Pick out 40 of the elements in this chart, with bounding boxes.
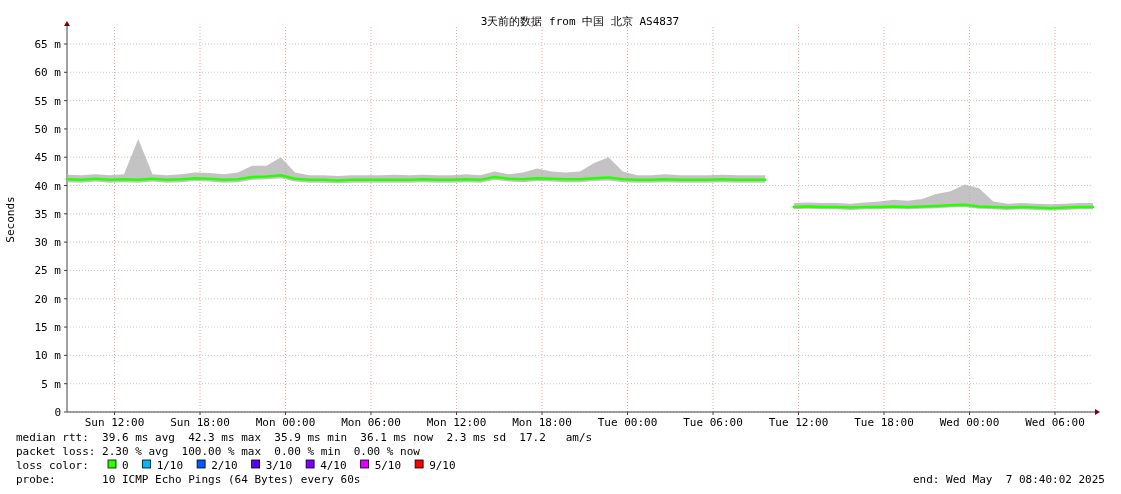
y-tick-label: 0 xyxy=(54,406,61,419)
y-tick-label: 35 m xyxy=(34,207,62,221)
y-tick-label: 15 m xyxy=(34,321,62,335)
y-tick-label: 45 m xyxy=(34,151,62,165)
x-tick-label: Wed 06:00 xyxy=(1025,416,1085,429)
x-tick-label: Sun 12:00 xyxy=(84,416,145,429)
y-tick-label: 55 m xyxy=(34,94,62,108)
legend-title: loss color: xyxy=(16,459,89,472)
x-tick-label: Mon 12:00 xyxy=(426,416,487,429)
chart-title: 3天前的数据 from 中国 北京 AS4837 xyxy=(480,15,680,28)
x-tick-label: Mon 06:00 xyxy=(341,416,401,429)
y-axis-title: Seconds xyxy=(4,196,17,243)
legend-label: 1/10 xyxy=(156,459,184,472)
y-tick-label: 40 m xyxy=(34,179,62,193)
y-tick-label: 60 m xyxy=(34,66,62,80)
y-tick-label: 25 m xyxy=(34,264,62,278)
x-tick-label: Mon 18:00 xyxy=(512,416,572,429)
x-tick-label: Tue 00:00 xyxy=(597,416,658,429)
y-tick-label: 5 m xyxy=(41,377,62,391)
x-tick-label: Tue 12:00 xyxy=(768,416,829,429)
legend-label: 9/10 xyxy=(429,459,456,472)
x-tick-label: Sun 18:00 xyxy=(170,416,230,429)
text: median rtt: 39.6 ms avg 42.3 ms max 35.9 ms min 36.1 ms now 2.3 ms sd 17.2 am/s xyxy=(16,431,593,444)
legend-label: 2/10 xyxy=(211,459,238,472)
x-tick-label: Wed 00:00 xyxy=(939,416,1000,429)
legend-label: 4/10 xyxy=(320,459,347,472)
legend-label: 0 xyxy=(122,459,129,472)
x-tick-label: Mon 00:00 xyxy=(255,416,316,429)
text: end: Wed May 7 08:40:02 2025 xyxy=(912,473,1105,486)
text: packet loss: 2.30 % avg 100.00 % max 0.00 % min 0.00 % now xyxy=(16,445,421,458)
text: probe: 10 ICMP Echo Pings (64 Bytes) every 60s xyxy=(16,473,361,486)
y-tick-label: 10 m xyxy=(34,349,62,363)
legend-label: 5/10 xyxy=(374,459,402,472)
y-tick-label: 20 m xyxy=(34,292,62,306)
y-tick-label: 65 m xyxy=(34,37,62,51)
x-tick-label: Tue 18:00 xyxy=(854,416,914,429)
y-tick-label: 30 m xyxy=(34,236,62,250)
x-tick-label: Tue 06:00 xyxy=(683,416,743,429)
legend-label: 3/10 xyxy=(265,459,293,472)
y-tick-label: 50 m xyxy=(34,122,62,136)
